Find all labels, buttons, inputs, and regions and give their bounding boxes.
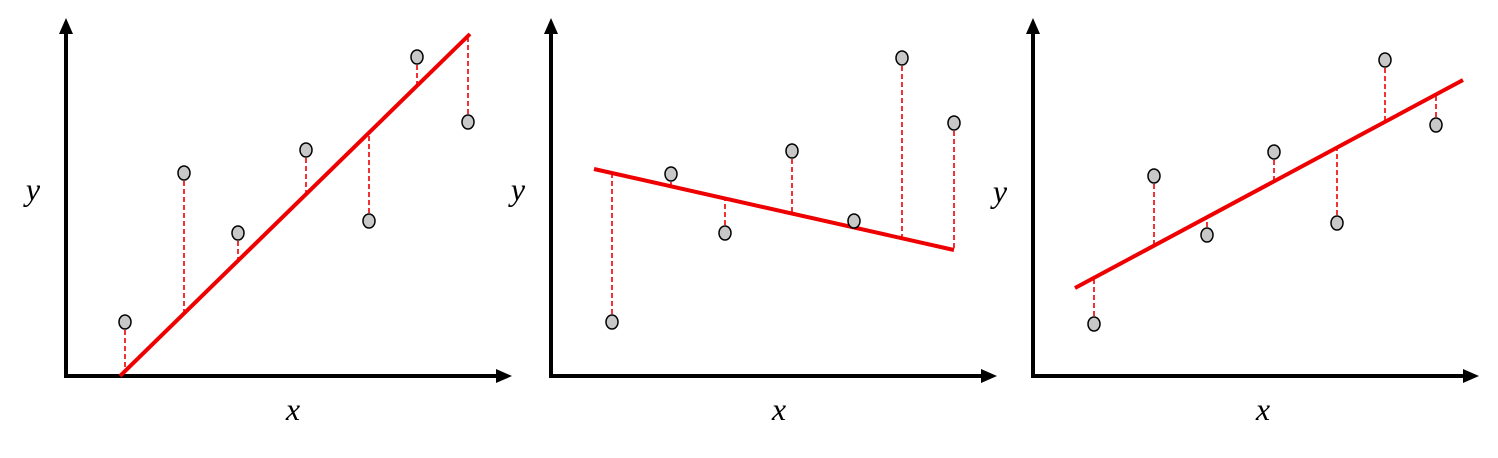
data-point — [118, 314, 132, 330]
data-point — [1147, 168, 1161, 184]
data-point — [231, 225, 245, 241]
x-axis-arrow — [1463, 369, 1479, 383]
data-point — [847, 213, 861, 229]
data-point — [718, 225, 732, 241]
fit-line — [118, 32, 472, 378]
data-point — [1087, 316, 1101, 332]
data-point — [1429, 117, 1443, 133]
data-point — [461, 114, 475, 130]
panel: yx — [23, 18, 512, 427]
panel: yx — [990, 18, 1479, 427]
data-point — [1200, 227, 1214, 243]
y-axis-arrow — [544, 18, 558, 34]
data-point — [1267, 144, 1281, 160]
panel: yx — [508, 18, 997, 427]
x-label: x — [1255, 391, 1270, 427]
x-label: x — [285, 391, 300, 427]
data-point — [664, 166, 678, 182]
x-axis-arrow — [496, 369, 512, 383]
data-point — [605, 314, 619, 330]
x-label: x — [771, 391, 786, 427]
y-axis-arrow — [59, 18, 73, 34]
fit-line — [1074, 78, 1464, 290]
data-point — [362, 213, 376, 229]
y-label: y — [508, 171, 526, 207]
fit-line — [593, 167, 955, 252]
data-point — [785, 143, 799, 159]
data-point — [299, 142, 313, 158]
data-point — [1330, 215, 1344, 231]
data-point — [895, 50, 909, 66]
y-label: y — [990, 173, 1008, 209]
data-point — [177, 165, 191, 181]
data-point — [947, 115, 961, 131]
data-point — [1378, 52, 1392, 68]
y-axis-arrow — [1026, 18, 1040, 34]
x-axis-arrow — [981, 369, 997, 383]
data-point — [410, 49, 424, 65]
y-label: y — [23, 171, 41, 207]
